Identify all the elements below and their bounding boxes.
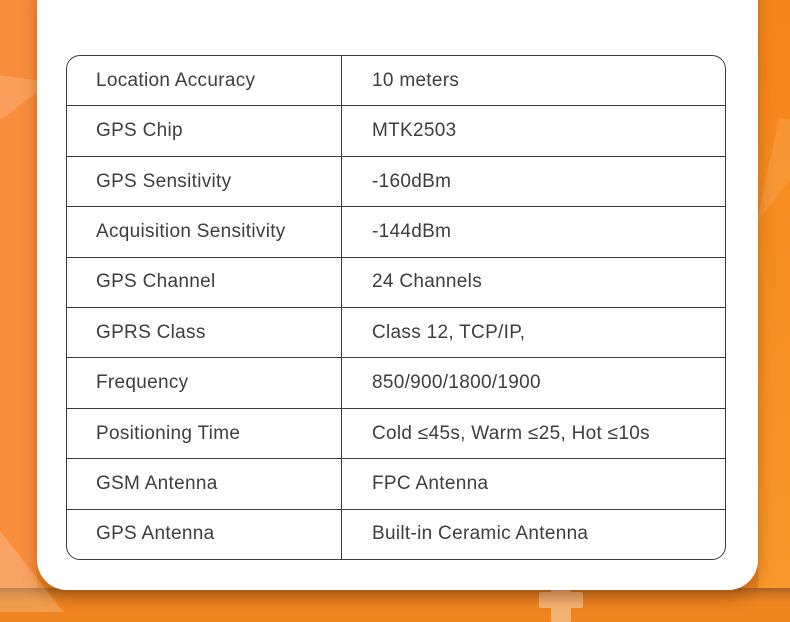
spec-label: Location Accuracy: [96, 69, 256, 91]
spec-label-cell: GPS Channel: [67, 258, 341, 307]
spec-value: MTK2503: [372, 120, 457, 142]
spec-label-cell: Acquisition Sensitivity: [67, 207, 341, 256]
bottom-orange-band: [0, 588, 790, 612]
spec-value: -144dBm: [372, 220, 452, 242]
table-row: Acquisition Sensitivity -144dBm: [67, 206, 725, 257]
spec-label: GPRS Class: [96, 321, 206, 343]
spec-value: -160dBm: [372, 170, 452, 192]
spec-label: GSM Antenna: [96, 472, 218, 494]
spec-label-cell: Location Accuracy: [67, 56, 341, 105]
spec-value-cell: Cold ≤45s, Warm ≤25, Hot ≤10s: [341, 408, 725, 459]
table-row: GPRS Class Class 12, TCP/IP,: [67, 307, 725, 358]
spec-value-cell: 10 meters: [341, 56, 725, 106]
spec-value-cell: -144dBm: [341, 207, 725, 257]
table-row: Location Accuracy 10 meters: [67, 56, 725, 106]
right-orange-stripe: [758, 0, 790, 612]
spec-value-cell: 24 Channels: [341, 257, 725, 308]
table-row: Positioning Time Cold ≤45s, Warm ≤25, Ho…: [67, 407, 725, 459]
spec-label-cell: Frequency: [67, 358, 341, 407]
spec-value: FPC Antenna: [372, 472, 489, 494]
spec-label: GPS Channel: [96, 271, 216, 293]
table-row: GPS Channel 24 Channels: [67, 256, 725, 308]
spec-label: GPS Antenna: [96, 523, 215, 545]
table-row: GPS Chip MTK2503: [67, 105, 725, 156]
spec-value: Cold ≤45s, Warm ≤25, Hot ≤10s: [372, 422, 650, 444]
spec-label: GPS Sensitivity: [96, 170, 232, 192]
table-row: GPS Antenna Built-in Ceramic Antenna: [67, 508, 725, 559]
spec-label: Positioning Time: [96, 422, 241, 444]
spec-label-cell: GPRS Class: [67, 308, 341, 357]
spec-value: Class 12, TCP/IP,: [372, 321, 526, 343]
spec-label: Acquisition Sensitivity: [96, 220, 286, 242]
spec-label-cell: GSM Antenna: [67, 459, 341, 508]
left-orange-stripe: [0, 0, 37, 590]
spec-value-cell: -160dBm: [341, 156, 725, 207]
spec-value-cell: Class 12, TCP/IP,: [341, 308, 725, 358]
spec-value-cell: MTK2503: [341, 106, 725, 156]
spec-label-cell: GPS Antenna: [67, 510, 341, 559]
content-card: Location Accuracy 10 meters GPS Chip MTK…: [37, 0, 758, 590]
spec-label-cell: Positioning Time: [67, 409, 341, 458]
spec-value-cell: 850/900/1800/1900: [341, 358, 725, 408]
spec-value: 24 Channels: [372, 271, 482, 293]
table-row: GPS Sensitivity -160dBm: [67, 155, 725, 207]
spec-label: Frequency: [96, 372, 189, 394]
table-row: Frequency 850/900/1800/1900: [67, 357, 725, 408]
spec-value: 850/900/1800/1900: [372, 372, 541, 394]
spec-label-cell: GPS Chip: [67, 106, 341, 155]
spec-label: GPS Chip: [96, 120, 183, 142]
table-row: GSM Antenna FPC Antenna: [67, 458, 725, 509]
spec-value: 10 meters: [372, 69, 460, 91]
spec-table: Location Accuracy 10 meters GPS Chip MTK…: [66, 55, 726, 560]
spec-label-cell: GPS Sensitivity: [67, 157, 341, 206]
spec-value-cell: Built-in Ceramic Antenna: [341, 509, 725, 559]
spec-value-cell: FPC Antenna: [341, 459, 725, 509]
spec-value: Built-in Ceramic Antenna: [372, 523, 589, 545]
